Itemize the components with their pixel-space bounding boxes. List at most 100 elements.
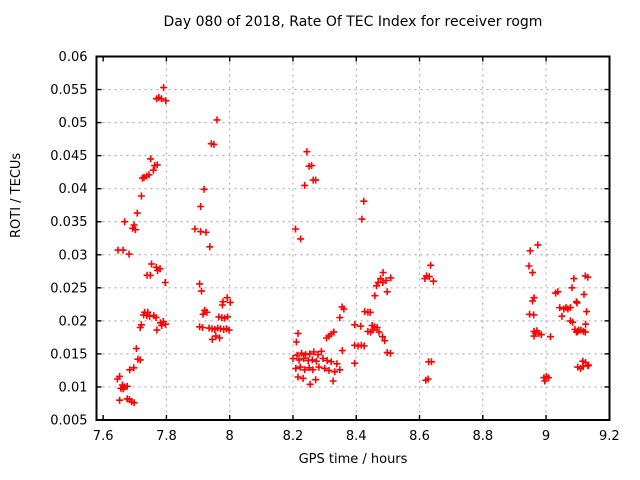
data-point-marker xyxy=(556,304,564,312)
data-point-marker xyxy=(196,280,204,288)
tick-labels: 7.6 7.8 8 8.2 8.4 8.6 8.8 9 9.2 0.005 0.01 0.015 0.0… xyxy=(50,50,619,444)
data-point-marker xyxy=(147,155,155,163)
data-point-marker xyxy=(360,342,368,350)
data-point-marker xyxy=(116,396,124,404)
data-point-marker xyxy=(308,162,316,170)
data-point-marker xyxy=(219,298,227,306)
x-tick-label: 8.4 xyxy=(346,429,367,444)
data-point-marker xyxy=(125,250,133,258)
data-point-marker xyxy=(301,181,309,189)
data-point-marker xyxy=(583,308,591,316)
data-point-marker xyxy=(191,225,199,233)
data-point-marker xyxy=(351,359,359,367)
data-point-marker xyxy=(379,333,386,341)
plot-border xyxy=(95,55,611,421)
data-point-marker xyxy=(145,171,153,179)
data-point-marker xyxy=(300,355,308,362)
data-point-marker xyxy=(224,313,231,321)
data-point-marker xyxy=(424,375,432,383)
data-point-marker xyxy=(312,176,320,184)
data-point-marker xyxy=(547,333,554,341)
data-point-marker xyxy=(297,235,305,243)
data-point-marker xyxy=(314,351,322,359)
data-point-marker xyxy=(162,97,170,105)
data-point-marker xyxy=(312,357,320,365)
data-point-marker xyxy=(526,247,534,255)
data-point-marker xyxy=(330,328,338,336)
data-point-marker xyxy=(366,308,374,316)
data-point-marker xyxy=(358,215,366,223)
data-point-marker xyxy=(199,324,206,331)
chart-title: Day 080 of 2018, Rate Of TEC Index for r… xyxy=(163,14,543,30)
x-tick-label: 8 xyxy=(226,429,234,444)
data-point-marker xyxy=(375,328,383,336)
data-point-marker xyxy=(545,374,553,382)
data-point-marker xyxy=(156,265,164,273)
data-point-marker xyxy=(202,228,210,236)
y-tick-label: 0.035 xyxy=(50,215,87,230)
data-point-marker xyxy=(137,192,145,200)
data-point-marker xyxy=(570,275,578,283)
data-point-marker xyxy=(305,364,313,372)
data-point-marker xyxy=(292,338,300,346)
data-point-marker xyxy=(325,366,333,374)
data-point-marker xyxy=(382,277,390,284)
data-point-marker xyxy=(582,320,590,328)
x-tick-label: 8.8 xyxy=(472,429,493,444)
data-point-marker xyxy=(197,203,205,210)
data-point-marker xyxy=(200,185,208,193)
data-point-marker xyxy=(306,350,314,358)
y-tick-label: 0.045 xyxy=(50,149,87,164)
data-point-marker xyxy=(319,355,327,362)
data-point-marker xyxy=(315,363,323,371)
data-point-marker xyxy=(569,318,577,326)
data-point-marker xyxy=(534,241,542,249)
data-point-marker xyxy=(210,140,218,148)
y-tick-label: 0.005 xyxy=(50,414,87,429)
data-point-marker xyxy=(121,218,129,226)
data-point-marker xyxy=(428,358,435,366)
y-tick-label: 0.06 xyxy=(59,50,88,65)
data-point-marker xyxy=(306,380,314,388)
y-tick-label: 0.05 xyxy=(59,116,88,131)
data-point-marker xyxy=(160,84,168,92)
x-tick-label: 9.2 xyxy=(599,429,620,444)
data-point-marker xyxy=(198,287,205,295)
data-point-marker xyxy=(572,298,580,306)
data-point-marker xyxy=(336,314,344,322)
data-points xyxy=(113,84,592,407)
data-point-marker xyxy=(161,279,169,286)
data-point-marker xyxy=(379,269,387,277)
y-axis-label: ROTI / TECUs xyxy=(9,152,24,238)
data-point-marker xyxy=(429,277,437,285)
data-point-marker xyxy=(381,337,389,345)
data-point-marker xyxy=(133,209,141,217)
data-point-marker xyxy=(203,308,211,316)
data-point-marker xyxy=(289,355,297,362)
data-point-marker xyxy=(329,377,337,385)
data-point-marker xyxy=(554,288,562,296)
data-point-marker xyxy=(295,356,303,364)
data-point-marker xyxy=(371,292,379,300)
data-point-marker xyxy=(581,328,589,336)
data-point-marker xyxy=(377,275,385,283)
y-tick-label: 0.04 xyxy=(59,182,88,197)
data-point-marker xyxy=(130,399,138,407)
data-point-marker xyxy=(294,373,302,381)
data-point-marker xyxy=(226,298,234,306)
data-point-marker xyxy=(206,243,214,251)
y-tick-label: 0.055 xyxy=(50,83,87,98)
data-point-marker xyxy=(130,364,138,372)
data-point-marker xyxy=(310,348,318,356)
data-point-marker xyxy=(293,351,301,359)
data-point-marker xyxy=(338,347,346,355)
data-point-marker xyxy=(336,366,344,374)
data-point-marker xyxy=(308,356,316,364)
data-point-marker xyxy=(162,320,169,328)
data-point-marker xyxy=(137,321,145,329)
y-tick-label: 0.01 xyxy=(59,380,88,395)
data-point-marker xyxy=(373,324,381,331)
data-point-marker xyxy=(292,364,300,372)
y-tick-label: 0.03 xyxy=(59,248,88,263)
